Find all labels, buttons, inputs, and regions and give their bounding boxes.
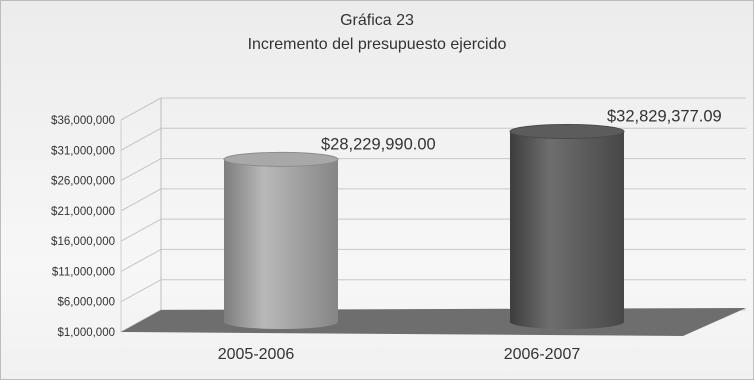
x-axis-categories: 2005-2006 2006-2007: [218, 346, 581, 363]
chart-subtitle: Incremento del presupuesto ejercido: [248, 36, 507, 53]
bar-body: [224, 159, 338, 329]
bars: $28,229,990.00 $32,829,377.09: [223, 108, 722, 329]
gridline-depth: [120, 218, 162, 242]
y-tick-label: $36,000,000: [51, 115, 115, 127]
gridlines: [120, 97, 746, 333]
chart-floor: [121, 308, 746, 336]
gridline-depth: [120, 279, 162, 303]
y-tick-label: $1,000,000: [57, 327, 115, 339]
gridline-depth: [120, 248, 162, 272]
chart-floor-plane: [121, 308, 746, 336]
bar: $32,829,377.09: [509, 108, 722, 329]
y-tick-label: $16,000,000: [51, 236, 115, 248]
x-tick-label: 2006-2007: [504, 346, 581, 363]
y-tick-label: $6,000,000: [57, 297, 115, 309]
bar-top: [223, 151, 339, 167]
gridline-depth: [120, 158, 162, 182]
bar-body: [510, 131, 624, 329]
data-label: $28,229,990.00: [321, 135, 436, 153]
y-tick-label: $11,000,000: [52, 266, 115, 278]
chart-title: Gráfica 23: [340, 12, 414, 29]
gridline-depth: [120, 188, 162, 212]
y-tick-label: $31,000,000: [51, 145, 115, 157]
x-tick-label: 2005-2006: [218, 346, 295, 363]
gridline-depth: [120, 127, 162, 151]
y-axis-ticks: $1,000,000 $6,000,000 $11,000,000 $16,000,0…: [51, 115, 115, 339]
y-tick-label: $26,000,000: [51, 176, 115, 188]
bar-top: [509, 124, 625, 140]
bar: $28,229,990.00: [223, 135, 436, 329]
y-tick-label: $21,000,000: [51, 206, 115, 218]
data-label: $32,829,377.09: [607, 108, 722, 126]
gridline-depth: [120, 97, 162, 121]
